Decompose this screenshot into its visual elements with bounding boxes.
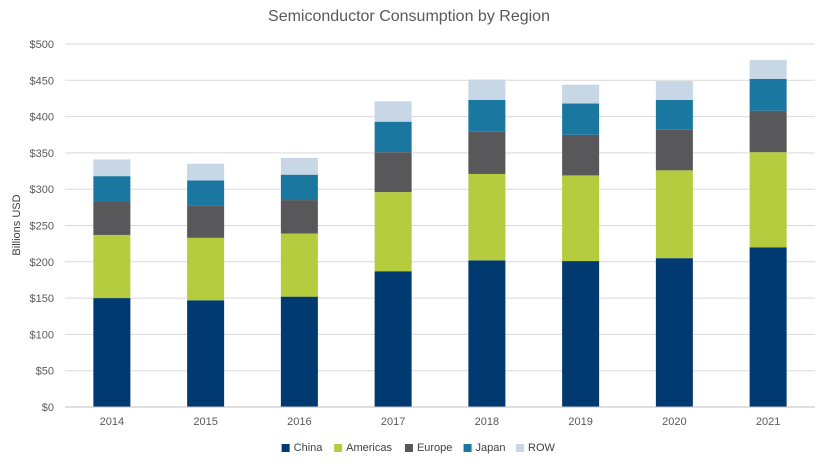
bar-segment-americas-2020: [655, 170, 693, 259]
x-tick-label: 2021: [756, 416, 780, 428]
bar-segment-europe-2021: [749, 110, 787, 153]
y-tick-label: $50: [36, 366, 54, 378]
legend-label-europe: Europe: [417, 442, 452, 454]
bar-segment-europe-2019: [562, 134, 600, 176]
x-tick-label: 2016: [287, 416, 311, 428]
y-tick-label: $100: [30, 329, 54, 341]
bar-segment-japan-2020: [655, 99, 693, 130]
bar-segment-china-2019: [562, 261, 600, 407]
bars: [93, 59, 787, 407]
x-tick-label: 2015: [193, 416, 217, 428]
bar-segment-china-2015: [187, 300, 225, 407]
x-tick-label: 2018: [475, 416, 499, 428]
bar-segment-row-2015: [187, 163, 225, 181]
bar-segment-europe-2015: [187, 205, 225, 238]
y-tick-label: $500: [30, 39, 54, 51]
legend-label-china: China: [294, 442, 324, 454]
bar-segment-europe-2017: [374, 152, 412, 193]
x-axis-ticks: 2014 2015 2016 2017 2018 2019 2020 2021: [100, 416, 781, 428]
legend-label-americas: Americas: [346, 442, 392, 454]
x-tick-label: 2020: [662, 416, 686, 428]
y-axis-ticks: $0 $50 $100 $150 $200 $250 $300 $350 $400 $450 $50…: [30, 39, 54, 414]
bar-segment-row-2019: [562, 84, 600, 104]
bar-segment-row-2017: [374, 101, 412, 122]
bar-segment-europe-2016: [280, 200, 318, 234]
bar-segment-china-2016: [280, 296, 318, 407]
bar-segment-row-2016: [280, 157, 318, 175]
legend-swatch-americas: [334, 444, 343, 452]
x-tick-label: 2017: [381, 416, 405, 428]
bar-segment-europe-2014: [93, 201, 131, 235]
bar-segment-row-2018: [468, 79, 506, 100]
legend-swatch-china: [281, 444, 290, 452]
bar-segment-europe-2018: [468, 131, 506, 174]
bar-segment-americas-2014: [93, 234, 131, 299]
bar-segment-china-2021: [749, 247, 787, 407]
bar-segment-japan-2016: [280, 174, 318, 201]
legend: China Americas Europe Japan ROW: [281, 442, 556, 454]
bar-segment-china-2017: [374, 271, 412, 407]
y-tick-label: $0: [42, 402, 54, 414]
bar-segment-americas-2021: [749, 152, 787, 248]
y-tick-label: $250: [30, 221, 54, 233]
legend-swatch-japan: [463, 444, 472, 452]
y-tick-label: $400: [30, 112, 54, 124]
legend-swatch-row: [516, 444, 525, 452]
bar-segment-china-2020: [655, 258, 693, 407]
bar-segment-china-2014: [93, 298, 131, 407]
x-tick-label: 2019: [568, 416, 592, 428]
legend-swatch-europe: [404, 444, 413, 452]
bar-segment-japan-2021: [749, 78, 787, 111]
gridlines: [65, 43, 815, 372]
y-tick-label: $200: [30, 257, 54, 269]
bar-segment-americas-2016: [280, 233, 318, 297]
bar-segment-americas-2019: [562, 175, 600, 262]
bar-segment-japan-2014: [93, 176, 131, 202]
y-tick-label: $300: [30, 184, 54, 196]
y-tick-label: $450: [30, 75, 54, 87]
bar-segment-americas-2018: [468, 173, 506, 261]
y-tick-label: $150: [30, 293, 54, 305]
bar-segment-japan-2019: [562, 103, 600, 135]
bar-segment-japan-2015: [187, 180, 225, 206]
bar-segment-japan-2017: [374, 121, 412, 153]
bar-segment-americas-2015: [187, 237, 225, 301]
y-axis-label: Billions USD: [11, 194, 23, 255]
bar-segment-americas-2017: [374, 192, 412, 272]
bar-segment-china-2018: [468, 260, 506, 407]
y-tick-label: $350: [30, 148, 54, 160]
x-tick-label: 2014: [100, 416, 124, 428]
chart-title: Semiconductor Consumption by Region: [268, 8, 550, 25]
bar-segment-row-2020: [655, 81, 693, 100]
legend-label-japan: Japan: [476, 442, 506, 454]
bar-segment-japan-2018: [468, 99, 506, 132]
bar-segment-row-2014: [93, 159, 131, 177]
bar-segment-row-2021: [749, 59, 787, 79]
legend-label-row: ROW: [528, 442, 556, 454]
bar-segment-europe-2020: [655, 129, 693, 171]
